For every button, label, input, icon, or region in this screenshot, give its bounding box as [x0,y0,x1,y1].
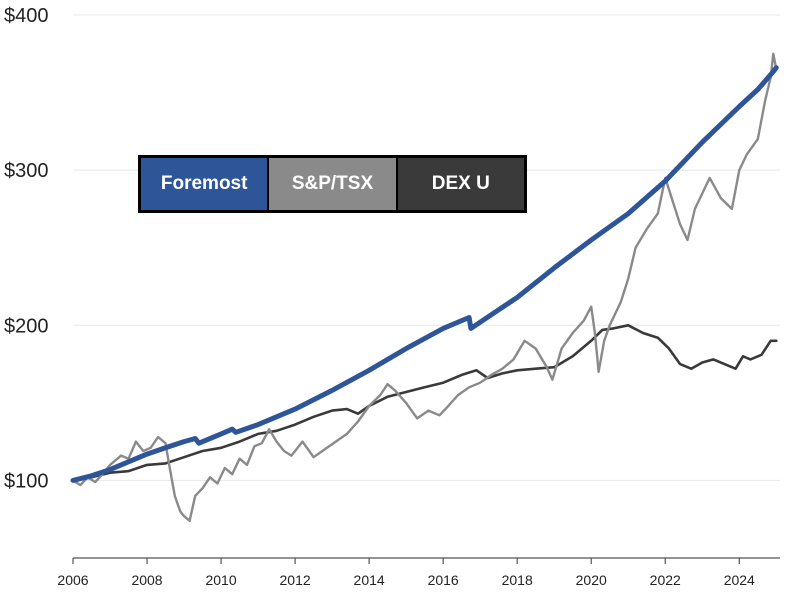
series-line-sp-tsx [71,52,778,522]
x-tick-label: 2012 [280,572,311,588]
x-axis: 2006 2008 2010 2012 2014 2016 2018 2020 2022 2024 [57,557,780,588]
x-tick-label: 2016 [428,572,459,588]
y-tick-label: $300 [4,160,49,182]
x-tick-label: 2010 [205,572,236,588]
legend: Foremost S&P/TSX DEX U [138,155,527,213]
x-tick-label: 2020 [576,572,607,588]
x-tick-label: 2024 [724,572,755,588]
series-line-foremost [70,65,779,483]
y-tick-label: $100 [4,470,49,492]
x-tick-label: 2008 [131,572,162,588]
legend-item-sp-tsx: S&P/TSX [269,158,396,210]
y-axis-ticks: $100 $200 $300 $400 [4,5,49,492]
legend-item-foremost: Foremost [141,158,268,210]
legend-item-dex-u: DEX U [397,158,524,210]
x-tick-label: 2006 [57,572,88,588]
y-tick-label: $400 [4,5,49,27]
series-lines [70,52,779,522]
series-line-dex-u [71,323,778,482]
x-tick-label: 2014 [354,572,385,588]
x-tick-label: 2018 [502,572,533,588]
y-tick-label: $200 [4,315,49,337]
x-tick-label: 2022 [650,572,681,588]
